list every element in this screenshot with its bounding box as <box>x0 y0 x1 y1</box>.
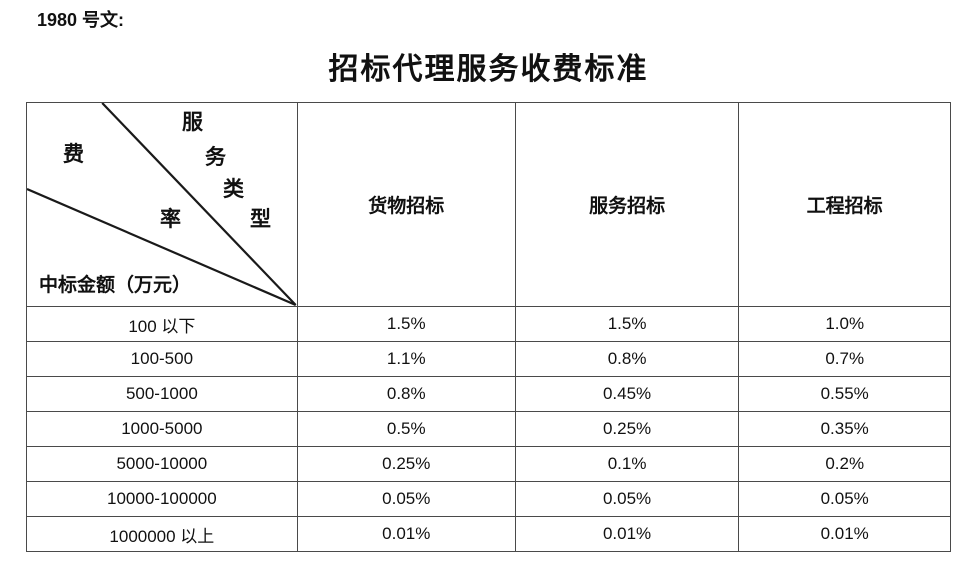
diagonal-line-upper <box>101 103 297 306</box>
amount-range-cell: 100-500 <box>26 341 298 377</box>
rate-cell: 0.25% <box>514 411 740 447</box>
service-type-char-3: 类 <box>223 177 244 201</box>
rate-cell: 0.05% <box>738 481 951 517</box>
rate-cell: 0.2% <box>738 446 951 482</box>
table-row: 10000-100000 0.05% 0.05% 0.05% <box>26 481 951 517</box>
amount-range-cell: 10000-100000 <box>26 481 298 517</box>
diagonal-line-lower <box>27 187 297 306</box>
rate-cell: 0.1% <box>514 446 740 482</box>
table-row: 100-500 1.1% 0.8% 0.7% <box>26 341 951 377</box>
fee-rate-char-1: 费 <box>63 142 84 166</box>
page-title: 招标代理服务收费标准 <box>328 53 649 86</box>
rate-cell: 1.5% <box>514 306 740 342</box>
rate-cell: 0.25% <box>296 446 516 482</box>
doc-number-label: 1980 号文: <box>37 10 125 30</box>
column-header-engineering: 工程招标 <box>738 102 951 307</box>
rate-cell: 0.5% <box>296 411 516 447</box>
fee-standard-table: 服 务 类 型 费 率 中标金额（万元） 货物招标 服务招标 工程招标 100 … <box>26 102 951 552</box>
service-type-char-1: 服 <box>182 110 203 134</box>
amount-axis-label: 中标金额（万元） <box>39 275 192 296</box>
amount-range-cell: 1000-5000 <box>26 411 298 447</box>
rate-cell: 1.1% <box>296 341 516 377</box>
service-type-char-4: 型 <box>250 207 271 231</box>
rate-cell: 0.8% <box>514 341 740 377</box>
table-row: 5000-10000 0.25% 0.1% 0.2% <box>26 446 951 482</box>
amount-range-cell: 1000000 以上 <box>26 516 298 552</box>
fee-rate-char-2: 率 <box>160 207 181 231</box>
amount-range-cell: 500-1000 <box>26 376 298 412</box>
rate-cell: 0.01% <box>514 516 740 552</box>
diagonal-lines <box>27 103 297 306</box>
amount-range-cell: 5000-10000 <box>26 446 298 482</box>
header-row: 服 务 类 型 费 率 中标金额（万元） 货物招标 服务招标 工程招标 <box>26 102 951 307</box>
service-type-char-2: 务 <box>205 145 226 169</box>
rate-cell: 0.45% <box>514 376 740 412</box>
rate-cell: 0.55% <box>738 376 951 412</box>
table-row: 100 以下 1.5% 1.5% 1.0% <box>26 306 951 342</box>
rate-cell: 0.05% <box>296 481 516 517</box>
rate-cell: 1.5% <box>296 306 516 342</box>
rate-cell: 0.35% <box>738 411 951 447</box>
table-row: 1000000 以上 0.01% 0.01% 0.01% <box>26 516 951 552</box>
rate-cell: 0.8% <box>296 376 516 412</box>
amount-range-cell: 100 以下 <box>26 306 298 342</box>
rate-cell: 0.7% <box>738 341 951 377</box>
corner-header-cell: 服 务 类 型 费 率 中标金额（万元） <box>26 102 298 307</box>
rate-cell: 1.0% <box>738 306 951 342</box>
rate-cell: 0.01% <box>738 516 951 552</box>
table-row: 500-1000 0.8% 0.45% 0.55% <box>26 376 951 412</box>
column-header-goods: 货物招标 <box>296 102 516 307</box>
table-row: 1000-5000 0.5% 0.25% 0.35% <box>26 411 951 447</box>
rate-cell: 0.05% <box>514 481 740 517</box>
rate-cell: 0.01% <box>296 516 516 552</box>
column-header-service: 服务招标 <box>514 102 740 307</box>
